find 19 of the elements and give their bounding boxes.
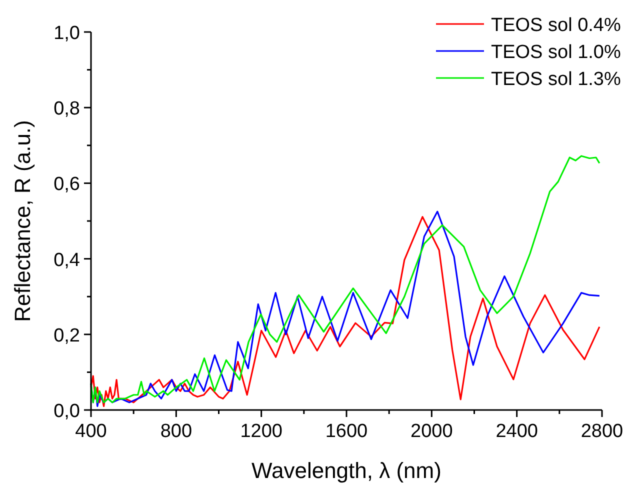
x-tick-label: 1600 xyxy=(325,421,368,442)
y-tick-label: 0,8 xyxy=(54,98,80,120)
legend-label: TEOS sol 0.4% xyxy=(491,15,621,36)
legend-label: TEOS sol 1.0% xyxy=(491,42,621,63)
y-tick-label: 1,0 xyxy=(54,23,80,44)
y-tick-label: 0,6 xyxy=(54,174,80,196)
x-tick-label: 800 xyxy=(160,421,192,442)
y-tick-label: 0,2 xyxy=(54,325,80,346)
legend-label: TEOS sol 1.3% xyxy=(491,69,621,90)
y-tick-label: 0,4 xyxy=(54,250,80,271)
x-tick-label: 2400 xyxy=(496,421,538,442)
x-tick-label: 400 xyxy=(75,421,107,442)
x-tick-label: 2000 xyxy=(410,421,453,442)
y-axis-title: Reflectance, R (a.u.) xyxy=(10,120,35,322)
line-series xyxy=(90,155,600,404)
x-tick-label: 1200 xyxy=(240,421,282,442)
x-axis-title: Wavelength, λ (nm) xyxy=(252,458,442,483)
x-tick-label: 2800 xyxy=(580,421,624,442)
y-tick-label: 0,0 xyxy=(54,401,80,422)
